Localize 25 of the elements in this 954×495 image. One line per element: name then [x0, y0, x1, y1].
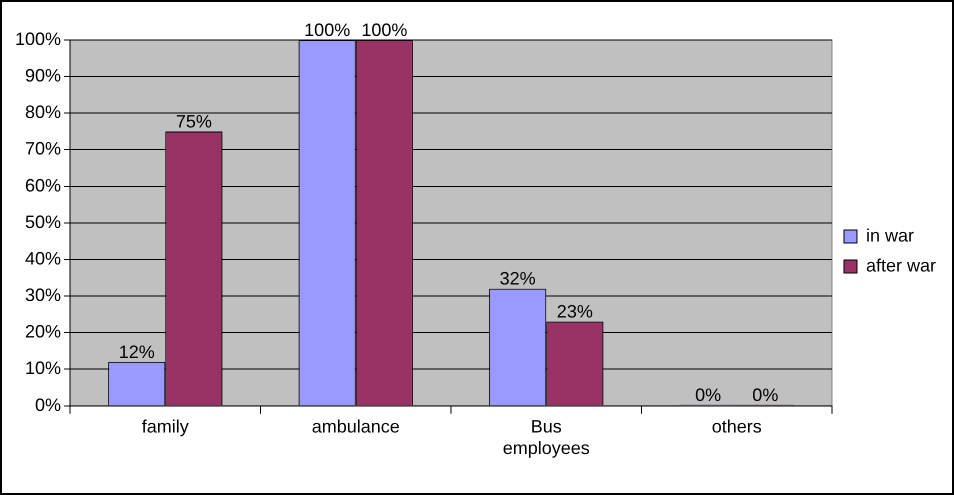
- y-tick-label: 70%: [25, 138, 62, 159]
- data-label: 0%: [695, 384, 722, 405]
- y-tick-label: 90%: [25, 66, 62, 86]
- y-tick-label: 100%: [14, 28, 62, 49]
- x-tick-label: Bus employees: [502, 416, 590, 458]
- legend-label: after war: [866, 255, 936, 276]
- y-tick-label: 40%: [25, 248, 62, 268]
- y-tick-label: 60%: [25, 175, 62, 196]
- data-label: 23%: [556, 302, 593, 322]
- data-label: 100%: [304, 20, 350, 40]
- y-tick-label: 20%: [25, 322, 62, 342]
- y-tick-label: 0%: [35, 394, 62, 415]
- data-label: 32%: [500, 268, 536, 289]
- y-tick-label: 10%: [25, 358, 62, 378]
- x-tick-label: ambulance: [312, 416, 400, 437]
- x-tick-label: family: [142, 416, 189, 437]
- data-label: 0%: [752, 384, 778, 405]
- y-tick-label: 80%: [25, 102, 62, 122]
- x-tick-label: others: [712, 416, 762, 437]
- data-label: 75%: [176, 111, 212, 132]
- data-label: 12%: [118, 342, 155, 362]
- legend-label: in war: [866, 225, 914, 246]
- y-tick-label: 50%: [25, 212, 62, 232]
- y-tick-label: 30%: [25, 285, 62, 306]
- data-label: 100%: [361, 20, 408, 40]
